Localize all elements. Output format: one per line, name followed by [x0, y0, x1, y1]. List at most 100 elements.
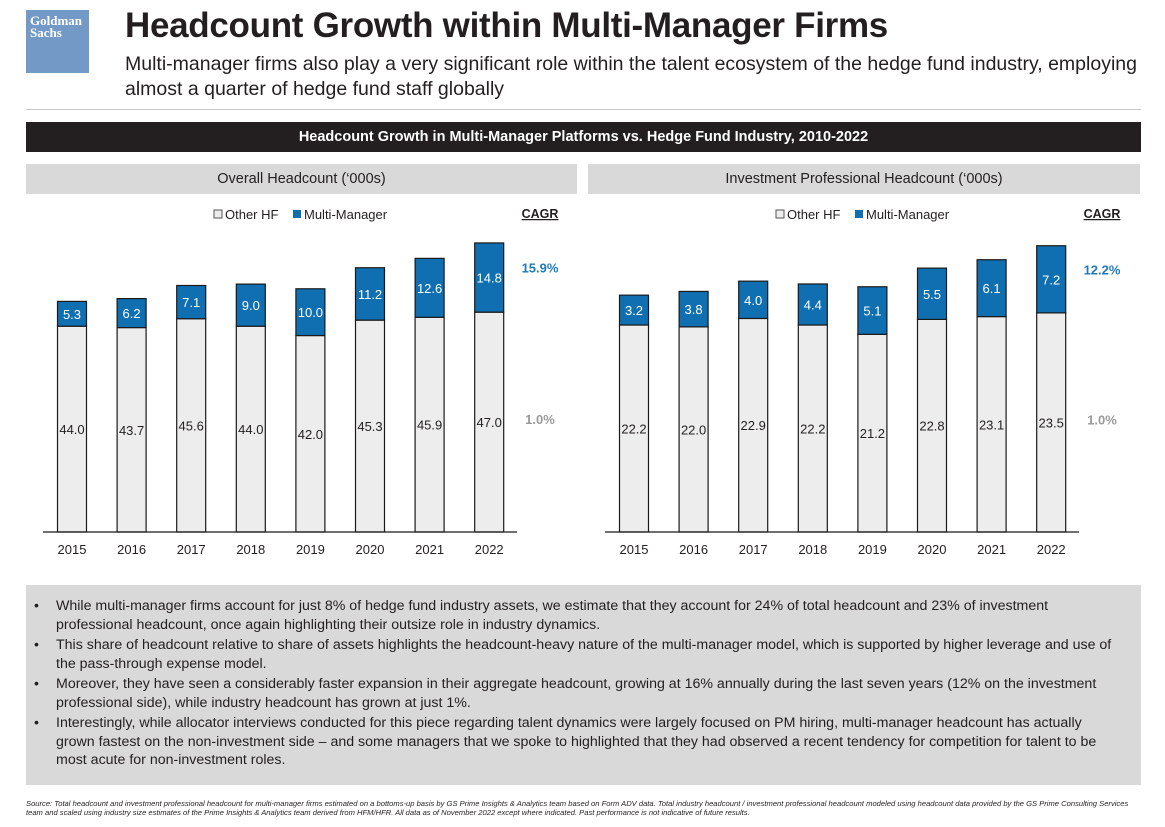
data-label-other-hf: 22.2 [800, 421, 825, 436]
commentary-item: • Moreover, they have seen a considerably… [34, 675, 1123, 712]
overall-headcount-chart: Other HF Multi-Manager CAGR 44.0 5.3 2015 43.7… [26, 198, 586, 570]
commentary-list: • While multi-manager firms account for j… [34, 597, 1123, 770]
bar-other-hf [618, 324, 650, 533]
x-tick-label: 2018 [236, 542, 265, 557]
legend-label-multi-manager: Multi-Manager [304, 207, 388, 222]
data-label-multi-manager: 6.1 [983, 281, 1001, 296]
data-label-other-hf: 22.0 [681, 422, 706, 437]
bar-multi-manager [56, 300, 88, 327]
title-divider [26, 109, 1141, 110]
x-tick-label: 2021 [977, 542, 1006, 557]
commentary-text: Interestingly, while allocator interview… [56, 715, 1097, 768]
x-tick-label: 2019 [858, 542, 887, 557]
cagr-multi-manager: 12.2% [1084, 262, 1121, 277]
bar-multi-manager [176, 284, 207, 320]
investment-professional-headcount-svg: Other HF Multi-Manager CAGR 22.2 3.2 2015 22.0… [605, 207, 1121, 557]
bar-multi-manager [976, 259, 1007, 318]
commentary-item: • While multi-manager firms account for j… [34, 597, 1123, 634]
overall-headcount-title: Overall Headcount (‘000s) [26, 164, 577, 194]
bullet-marker: • [34, 676, 39, 692]
chart-legend: Other HF Multi-Manager [775, 207, 950, 222]
goldman-sachs-logo: Goldman Sachs [26, 10, 89, 73]
data-label-multi-manager: 7.1 [182, 295, 200, 310]
x-tick-label: 2015 [58, 542, 87, 557]
x-tick-label: 2015 [620, 542, 649, 557]
bar-multi-manager [235, 283, 266, 327]
bullet-marker: • [34, 715, 39, 731]
data-label-multi-manager: 10.0 [298, 305, 323, 320]
bar-multi-manager [738, 280, 769, 320]
logo-line-2: Sachs [30, 25, 62, 40]
source-footnote: Source: Total headcount and investment p… [26, 799, 1129, 817]
data-label-multi-manager: 11.2 [358, 287, 382, 302]
bar-multi-manager [1036, 245, 1067, 314]
bar-multi-manager [116, 297, 147, 329]
bar-other-hf [354, 319, 386, 533]
chart-banner: Headcount Growth in Multi-Manager Platfo… [26, 122, 1141, 152]
data-label-other-hf: 22.2 [621, 421, 646, 436]
data-label-other-hf: 23.1 [979, 417, 1004, 432]
investment-professional-headcount-title: Investment Professional Headcount (‘000s… [588, 164, 1140, 194]
x-tick-label: 2021 [415, 542, 444, 557]
data-label-multi-manager: 9.0 [242, 298, 260, 313]
data-label-other-hf: 22.8 [919, 419, 944, 434]
bar-multi-manager [618, 294, 650, 326]
chart-legend: Other HF Multi-Manager [213, 207, 388, 222]
data-label-multi-manager: 5.5 [923, 287, 941, 302]
bar-other-hf [976, 315, 1007, 533]
bar-other-hf [1036, 312, 1067, 533]
legend-label-multi-manager: Multi-Manager [866, 207, 950, 222]
data-label-other-hf: 21.2 [860, 426, 885, 441]
data-label-multi-manager: 4.4 [804, 297, 822, 312]
commentary-box: • While multi-manager firms account for j… [26, 585, 1141, 785]
data-label-multi-manager: 4.0 [744, 293, 762, 308]
bar-other-hf [56, 325, 88, 533]
commentary-text: Moreover, they have seen a considerably … [56, 676, 1097, 711]
data-label-other-hf: 22.9 [741, 418, 766, 433]
data-label-multi-manager: 6.2 [123, 306, 141, 321]
x-tick-label: 2020 [356, 542, 385, 557]
data-label-other-hf: 43.7 [119, 423, 144, 438]
data-label-other-hf: 45.3 [357, 419, 382, 434]
cagr-other-hf: 1.0% [1087, 412, 1117, 427]
bullet-marker: • [34, 637, 39, 653]
data-label-other-hf: 44.0 [59, 422, 84, 437]
data-label-other-hf: 45.6 [179, 418, 204, 433]
data-label-other-hf: 23.5 [1039, 415, 1064, 430]
bar-multi-manager [474, 242, 505, 313]
overall-headcount-svg: Other HF Multi-Manager CAGR 44.0 5.3 2015 43.7… [43, 207, 559, 557]
bar-other-hf [474, 311, 505, 533]
data-label-multi-manager: 14.8 [477, 271, 502, 286]
investment-professional-headcount-chart: Other HF Multi-Manager CAGR 22.2 3.2 2015 22.0… [588, 198, 1148, 570]
commentary-item: • Interestingly, while allocator intervie… [34, 714, 1123, 770]
legend-label-other-hf: Other HF [787, 207, 841, 222]
bar-multi-manager [414, 257, 445, 318]
x-tick-label: 2016 [117, 542, 146, 557]
legend-swatch-other-hf [775, 209, 785, 219]
bar-multi-manager [295, 288, 326, 337]
x-tick-label: 2018 [798, 542, 827, 557]
bar-multi-manager [797, 283, 828, 326]
bar-multi-manager [857, 286, 888, 335]
data-label-multi-manager: 7.2 [1042, 272, 1060, 287]
data-label-other-hf: 45.9 [417, 418, 442, 433]
cagr-multi-manager: 15.9% [522, 261, 559, 276]
data-label-multi-manager: 5.3 [63, 307, 81, 322]
logo-line-1: Goldman [30, 13, 83, 28]
x-tick-label: 2022 [1037, 542, 1066, 557]
data-label-multi-manager: 3.8 [685, 302, 703, 317]
x-tick-label: 2016 [679, 542, 708, 557]
bar-other-hf [235, 325, 266, 533]
cagr-other-hf: 1.0% [525, 412, 555, 427]
bar-multi-manager [678, 290, 709, 328]
legend-swatch-other-hf [213, 209, 223, 219]
x-tick-label: 2019 [296, 542, 325, 557]
commentary-text: While multi-manager firms account for ju… [56, 598, 1049, 633]
x-tick-label: 2017 [739, 542, 768, 557]
x-tick-label: 2020 [918, 542, 947, 557]
bullet-marker: • [34, 598, 39, 614]
data-label-multi-manager: 12.6 [417, 281, 442, 296]
data-label-other-hf: 44.0 [238, 422, 263, 437]
data-label-multi-manager: 5.1 [863, 304, 881, 319]
bar-other-hf [295, 334, 326, 533]
